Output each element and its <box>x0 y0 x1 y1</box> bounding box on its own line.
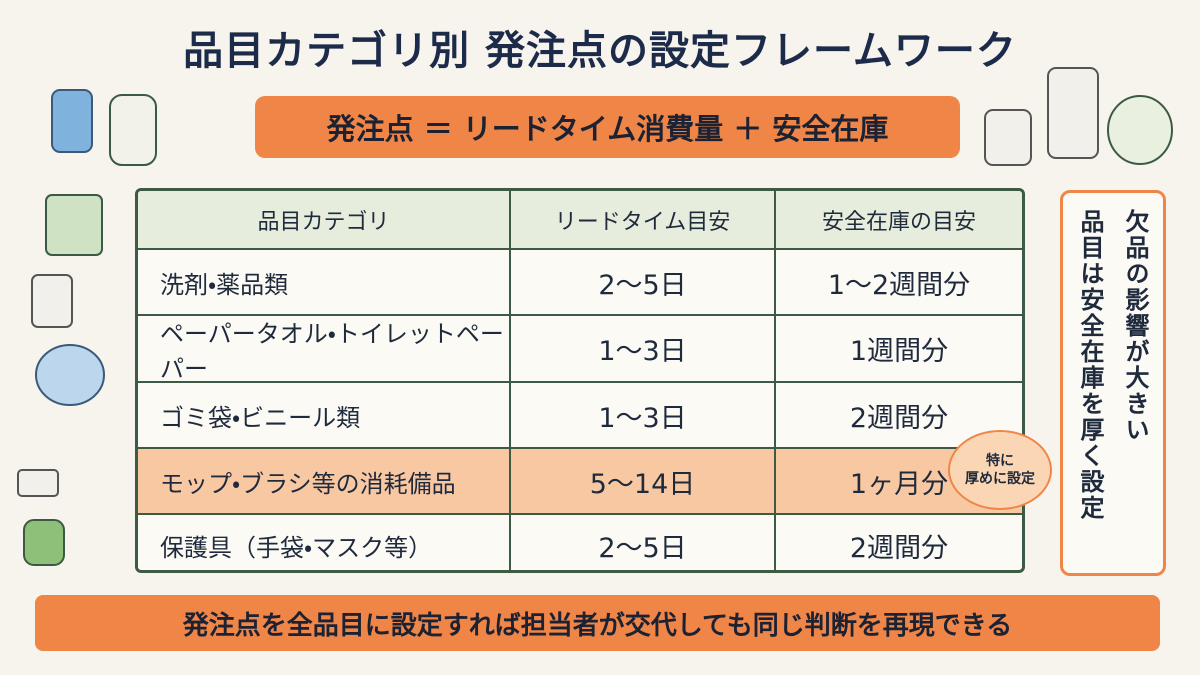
table-row: 保護具（手袋・マスク等） 2～5日 2週間分 <box>138 513 1022 570</box>
table-cell: 1～2週間分 <box>827 269 971 301</box>
side-note-line: 欠品の影響が大きい <box>1121 209 1149 443</box>
table-cell: 2～5日 <box>511 515 776 570</box>
table-cell: ゴミ袋・ビニール類 <box>138 383 511 447</box>
table-cell: 保護具（手袋・マスク等） <box>138 515 511 570</box>
table-cell: 1～3日 <box>511 316 776 381</box>
towel-roll-icon <box>1047 67 1099 159</box>
spray-bottle-icon <box>51 89 93 153</box>
header-cell: リードタイム目安 <box>511 191 776 248</box>
footer: 発注点を全品目に設定すれば担当者が交代しても同じ判断を再現できる <box>35 595 1160 651</box>
table-cell: 5～14日 <box>511 449 776 513</box>
mop-icon <box>17 469 59 497</box>
glove-icon <box>23 519 65 566</box>
badge-line: 特に <box>986 453 1014 469</box>
table-cell: 1ヶ月分 <box>849 468 949 500</box>
header-cell: 安全在庫の目安 <box>821 209 976 235</box>
trash-bag-icon <box>1107 95 1173 165</box>
badge: 特に 厚めに設定 <box>948 430 1052 510</box>
table-row: 品目カテゴリ リードタイム目安 安全在庫の目安 <box>138 191 1022 248</box>
table-cell: ペーパータオル・トイレットペーパー <box>138 316 511 383</box>
table-cell: 2週間分 <box>849 533 949 564</box>
table-cell: 2～5日 <box>511 250 776 314</box>
table-cell: 1週間分 <box>849 336 949 367</box>
table-cell: モップ・ブラシ等の消耗備品 <box>138 449 511 513</box>
side-note-line: 品目は安全在庫を厚く設定 <box>1076 209 1104 521</box>
paper-roll-icon <box>31 274 73 328</box>
side-note: 欠品の影響が大きい 品目は安全在庫を厚く設定 <box>1060 190 1166 576</box>
table: 品目カテゴリ リードタイム目安 安全在庫の目安 洗剤・薬品類 2～5日 1～2週間分 ペーパ… <box>135 188 1025 573</box>
table-row: 洗剤・薬品類 2～5日 1～2週間分 <box>138 248 1022 314</box>
table-cell: 洗剤・薬品類 <box>138 250 511 314</box>
table-row: ペーパータオル・トイレットペーパー 1～3日 1週間分 <box>138 314 1022 383</box>
table-cell: 1～3日 <box>511 383 776 447</box>
table-cell: 2週間分 <box>849 402 949 434</box>
badge-line: 厚めに設定 <box>965 471 1035 487</box>
table-row: ゴミ袋・ビニール類 1～3日 2週間分 <box>138 381 1022 447</box>
bag-icon <box>35 344 105 406</box>
jug-icon <box>45 194 103 256</box>
formula: 発注点 ＝ リードタイム消費量 ＋ 安全在庫 <box>255 96 960 158</box>
detergent-icon <box>109 94 157 166</box>
header-cell: 品目カテゴリ <box>138 191 511 248</box>
toilet-roll-icon <box>984 109 1032 166</box>
title: 品目カテゴリ別 発注点の設定フレームワーク <box>183 28 1017 74</box>
table-row: モップ・ブラシ等の消耗備品 5～14日 1ヶ月分 <box>138 447 1022 513</box>
